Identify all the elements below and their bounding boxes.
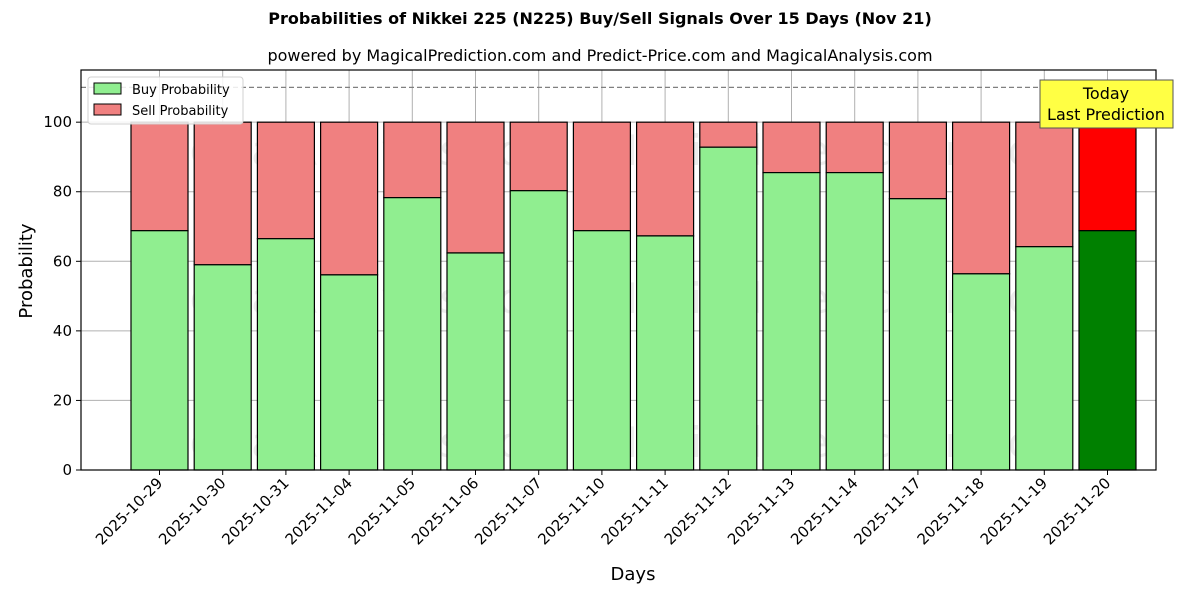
sell-bar (762, 121, 821, 174)
bar-group (130, 121, 189, 471)
x-tick-label: 2025-11-12 (661, 474, 735, 548)
x-tick-label: 2025-11-10 (534, 474, 608, 548)
bars (130, 121, 1137, 471)
bar-group (951, 121, 1011, 471)
bar-group (193, 121, 252, 471)
buy-bar (825, 172, 884, 471)
x-tick-label: 2025-10-29 (92, 474, 166, 548)
x-tick-label: 2025-11-14 (787, 474, 861, 548)
legend-buy-label: Buy Probability (132, 83, 230, 98)
bar-group (699, 121, 758, 471)
buy-bar (383, 197, 442, 471)
buy-bar (951, 273, 1011, 471)
sell-bar (193, 121, 252, 266)
bar-group (1015, 121, 1074, 471)
bar-group (509, 121, 568, 471)
buy-bar (256, 238, 315, 471)
sell-bar (825, 121, 884, 174)
sell-bar (951, 121, 1011, 275)
annotation-today: Today (1082, 84, 1129, 103)
y-tick-label: 80 (53, 183, 72, 201)
buy-bar (1015, 246, 1074, 471)
sell-bar (446, 121, 505, 254)
y-tick-label: 0 (62, 461, 72, 479)
sell-bar (1078, 121, 1137, 232)
buy-bar (446, 252, 505, 471)
buy-bar (1078, 230, 1137, 471)
annotation-last-prediction: Last Prediction (1047, 105, 1165, 124)
chart-subtitle: powered by MagicalPrediction.com and Pre… (267, 46, 933, 65)
sell-bar (509, 121, 568, 192)
buy-bar (130, 230, 189, 471)
legend-sell-swatch (93, 103, 122, 116)
sell-bar (130, 121, 189, 232)
buy-bar (635, 235, 695, 471)
bar-group (888, 121, 948, 471)
buy-bar (193, 264, 252, 471)
x-tick-label: 2025-11-17 (850, 474, 924, 548)
x-tick-label: 2025-11-19 (977, 474, 1051, 548)
buy-bar (699, 146, 758, 471)
sell-bar (383, 121, 442, 199)
buy-bar (509, 190, 568, 471)
bar-group (572, 121, 632, 471)
bar-group (762, 121, 821, 471)
x-tick-label: 2025-11-04 (282, 474, 356, 548)
x-tick-label: 2025-11-07 (471, 474, 545, 548)
x-tick-label: 2025-11-06 (408, 474, 482, 548)
sell-bar (635, 121, 695, 237)
legend: Buy Probability Sell Probability (87, 76, 244, 125)
legend-buy-swatch (93, 82, 122, 95)
y-tick-label: 20 (53, 391, 72, 409)
y-axis-label: Probability (16, 223, 37, 318)
sell-bar (888, 121, 948, 200)
bar-group (256, 121, 315, 471)
x-tick-label: 2025-10-31 (218, 474, 292, 548)
bar-group (825, 121, 884, 471)
y-axis: 0 20 40 60 80 100 (43, 113, 81, 479)
bar-group (320, 121, 379, 471)
x-tick-label: 2025-11-05 (345, 474, 419, 548)
buy-bar (572, 230, 632, 471)
bar-group (635, 121, 695, 471)
buy-bar (762, 172, 821, 471)
buy-bar (888, 198, 948, 471)
legend-sell-label: Sell Probability (132, 104, 229, 119)
bar-group (383, 121, 442, 471)
sell-bar (1015, 121, 1074, 248)
x-tick-label: 2025-11-13 (724, 474, 798, 548)
x-axis: 2025-10-292025-10-302025-10-312025-11-04… (92, 470, 1114, 548)
bar-group (1078, 121, 1137, 471)
chart-title: Probabilities of Nikkei 225 (N225) Buy/S… (268, 9, 932, 28)
x-tick-label: 2025-11-18 (914, 474, 988, 548)
sell-bar (256, 121, 315, 240)
y-tick-label: 40 (53, 322, 72, 340)
today-annotation: Today Last Prediction (1039, 79, 1174, 129)
buy-bar (320, 274, 379, 471)
plot-frame (80, 69, 1157, 471)
y-tick-label: 60 (53, 252, 72, 270)
x-tick-label: 2025-11-11 (598, 474, 672, 548)
sell-bar (699, 121, 758, 148)
x-axis-label: Days (611, 564, 656, 585)
bar-group (446, 121, 505, 471)
y-tick-label: 100 (43, 113, 72, 131)
x-tick-label: 2025-10-30 (155, 474, 229, 548)
sell-bar (320, 121, 379, 276)
sell-bar (572, 121, 632, 232)
x-tick-label: 2025-11-20 (1040, 474, 1114, 548)
